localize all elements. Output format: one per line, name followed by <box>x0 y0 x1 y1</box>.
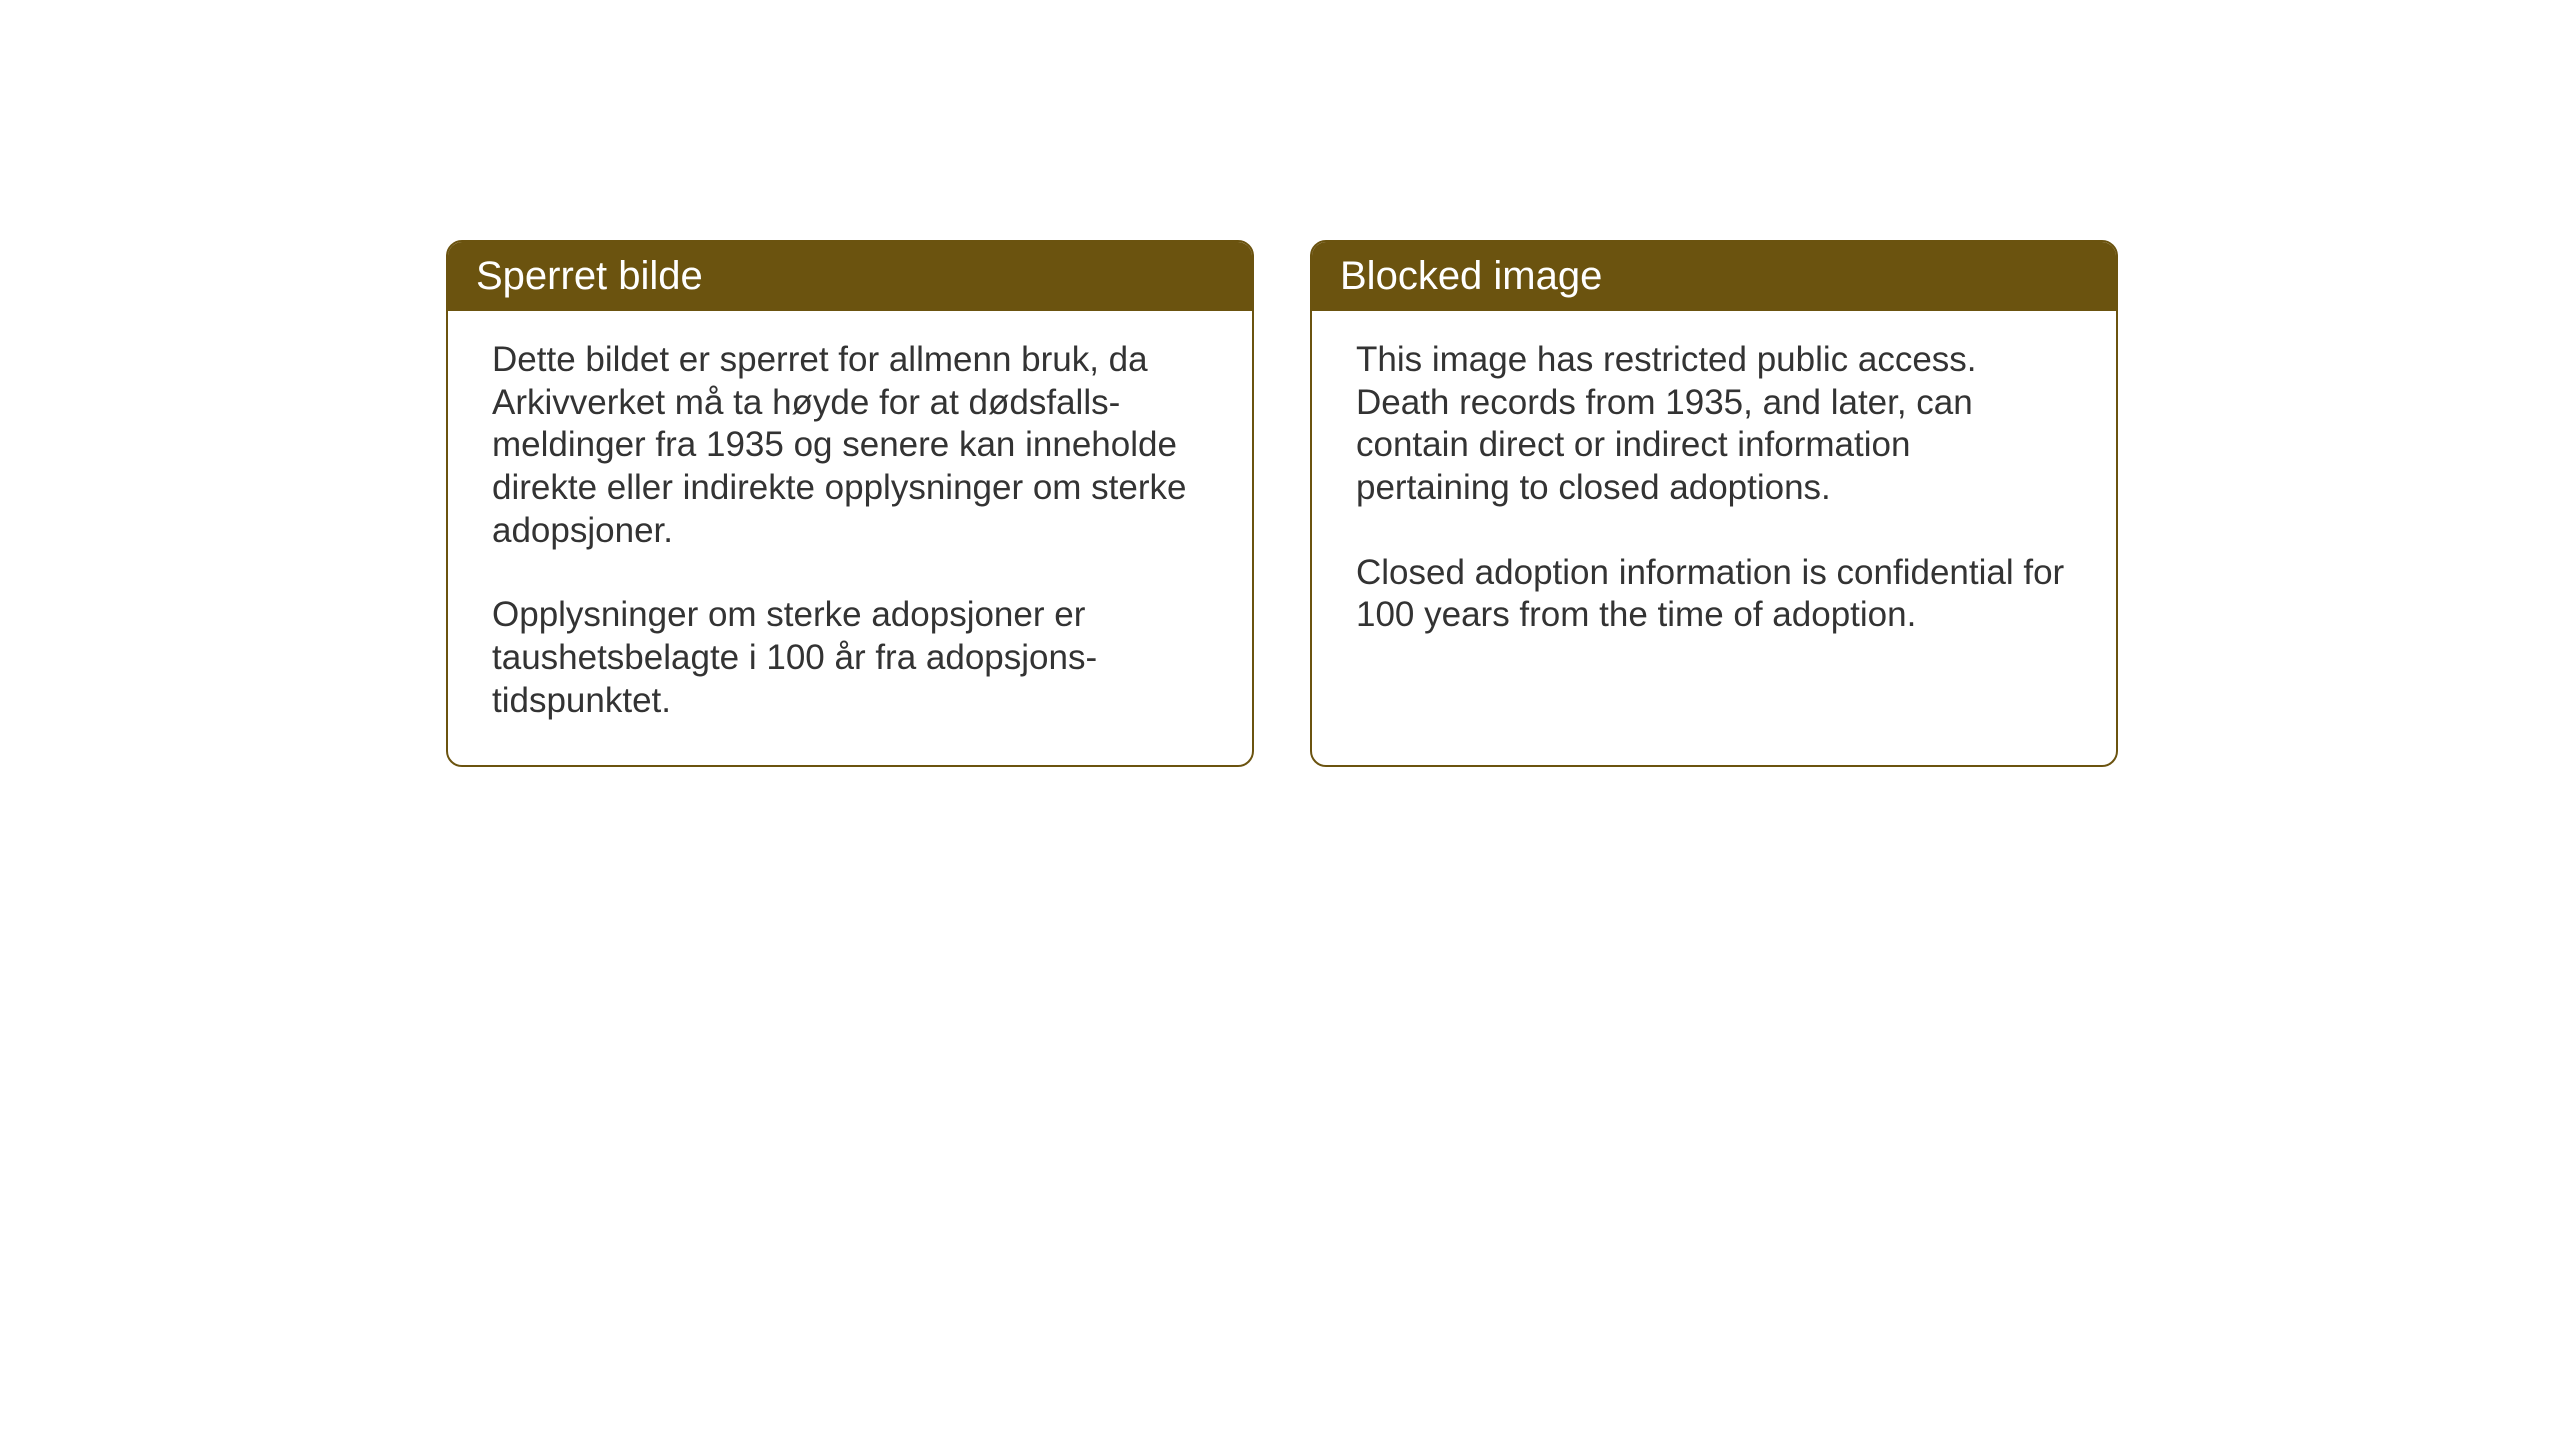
norwegian-card-title: Sperret bilde <box>448 242 1252 311</box>
norwegian-notice-card: Sperret bilde Dette bildet er sperret fo… <box>446 240 1254 767</box>
norwegian-card-body: Dette bildet er sperret for allmenn bruk… <box>448 311 1252 765</box>
norwegian-paragraph-2: Opplysninger om sterke adopsjoner er tau… <box>492 594 1208 722</box>
notice-cards-container: Sperret bilde Dette bildet er sperret fo… <box>446 240 2118 767</box>
english-card-title: Blocked image <box>1312 242 2116 311</box>
english-card-body: This image has restricted public access.… <box>1312 311 2116 701</box>
english-paragraph-1: This image has restricted public access.… <box>1356 339 2072 510</box>
english-notice-card: Blocked image This image has restricted … <box>1310 240 2118 767</box>
norwegian-paragraph-1: Dette bildet er sperret for allmenn bruk… <box>492 339 1208 552</box>
english-paragraph-2: Closed adoption information is confident… <box>1356 552 2072 637</box>
